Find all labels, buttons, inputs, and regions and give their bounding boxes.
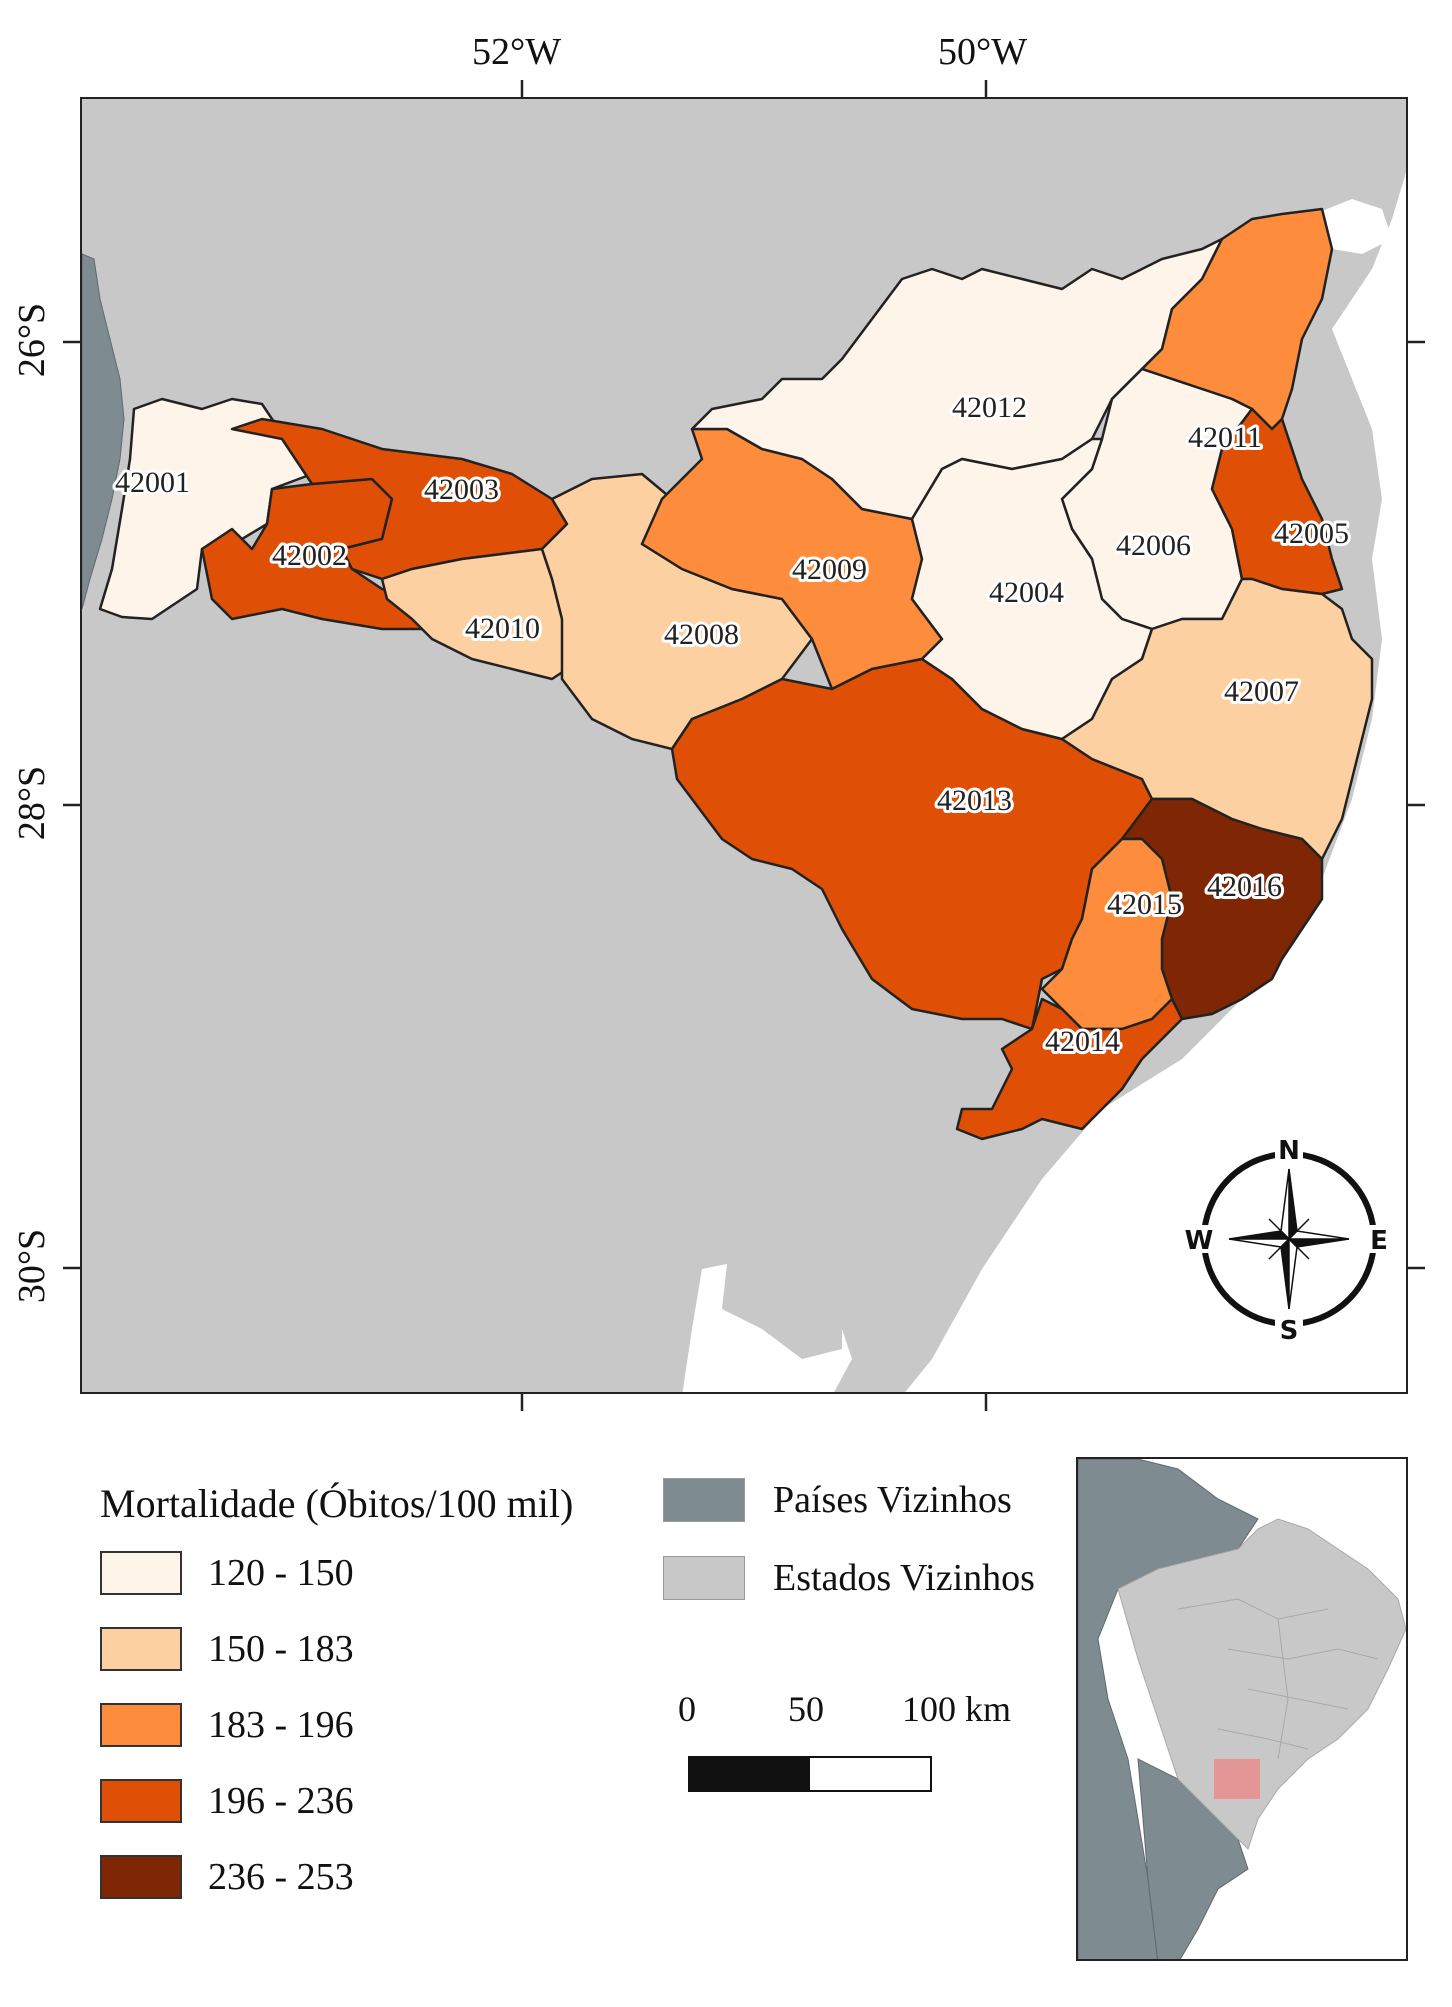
inset-highlight — [1214, 1759, 1260, 1799]
lon-label-50w: 50°W — [938, 31, 1028, 73]
legend-neighbor-countries: Países Vizinhos — [663, 1478, 1012, 1522]
scale-bar — [688, 1756, 932, 1792]
label-42004: 42004 — [989, 576, 1064, 609]
region-42014 — [955, 997, 1184, 1141]
legend-swatch — [100, 1551, 182, 1595]
label-42001: 42001 — [115, 466, 190, 499]
neighbor-country — [82, 253, 125, 610]
compass-n: N — [1278, 1136, 1300, 1166]
label-42009: 42009 — [792, 553, 867, 586]
scale-bar-black — [690, 1758, 810, 1790]
label-42008: 42008 — [664, 618, 739, 651]
region-labels: 42001 42002 42003 42004 42005 42006 4200… — [112, 388, 1352, 1061]
compass-star-icon — [1228, 1168, 1350, 1310]
label-42014: 42014 — [1045, 1025, 1120, 1058]
legend-label: 196 - 236 — [208, 1780, 354, 1822]
legend-item: 183 - 196 — [100, 1702, 354, 1748]
lon-label-52w: 52°W — [472, 31, 562, 73]
label-42013: 42013 — [937, 784, 1012, 817]
label-42003: 42003 — [424, 473, 499, 506]
legend-swatch — [100, 1627, 182, 1671]
label-42010: 42010 — [465, 612, 540, 645]
region-42004 — [910, 437, 1154, 741]
legend-swatch-countries — [663, 1478, 745, 1522]
ocean-lagoon — [682, 1264, 852, 1392]
axis-ticks — [63, 80, 1425, 1411]
legend-swatch — [100, 1703, 182, 1747]
compass-e: E — [1370, 1226, 1388, 1256]
label-42006: 42006 — [1116, 529, 1191, 562]
legend-swatch — [100, 1855, 182, 1899]
label-42007: 42007 — [1224, 675, 1299, 708]
legend-label: 183 - 196 — [208, 1704, 354, 1746]
label-42015: 42015 — [1107, 888, 1182, 921]
label-42005: 42005 — [1274, 517, 1349, 550]
ocean — [905, 172, 1406, 1392]
legend-item: 150 - 183 — [100, 1626, 354, 1672]
legend-title: Mortalidade (Óbitos/100 mil) — [100, 1481, 574, 1526]
label-42011: 42011 — [1188, 421, 1262, 454]
scale-label-50: 50 — [788, 1689, 824, 1729]
legend-item: 236 - 253 — [100, 1854, 354, 1900]
region-42007 — [1060, 577, 1374, 861]
legend-label-states: Estados Vizinhos — [773, 1557, 1035, 1599]
scale-bar-white — [810, 1758, 930, 1790]
legend-label-countries: Países Vizinhos — [773, 1479, 1012, 1521]
region-42005 — [1210, 407, 1344, 596]
legend-label: 236 - 253 — [208, 1856, 354, 1898]
label-42002: 42002 — [272, 539, 347, 572]
legend-label: 120 - 150 — [208, 1552, 354, 1594]
inset-brazil — [1117, 1518, 1406, 1850]
label-42016: 42016 — [1207, 870, 1282, 903]
label-42012: 42012 — [952, 391, 1027, 424]
scale-label-100: 100 km — [902, 1689, 1012, 1729]
compass-w: W — [1185, 1226, 1214, 1256]
main-map: 42001 42002 42003 42004 42005 42006 4200… — [80, 97, 1408, 1394]
scale-label-0: 0 — [678, 1689, 696, 1729]
legend-item: 196 - 236 — [100, 1778, 354, 1824]
compass-s: S — [1280, 1316, 1299, 1346]
legend-neighbor-states: Estados Vizinhos — [663, 1556, 1035, 1600]
legend-label: 150 - 183 — [208, 1628, 354, 1670]
legend-swatch — [100, 1779, 182, 1823]
inset-locator-map — [1076, 1457, 1408, 1961]
legend-swatch-states — [663, 1556, 745, 1600]
compass-rose: N S W E — [1185, 1135, 1393, 1346]
legend-item: 120 - 150 — [100, 1550, 354, 1596]
